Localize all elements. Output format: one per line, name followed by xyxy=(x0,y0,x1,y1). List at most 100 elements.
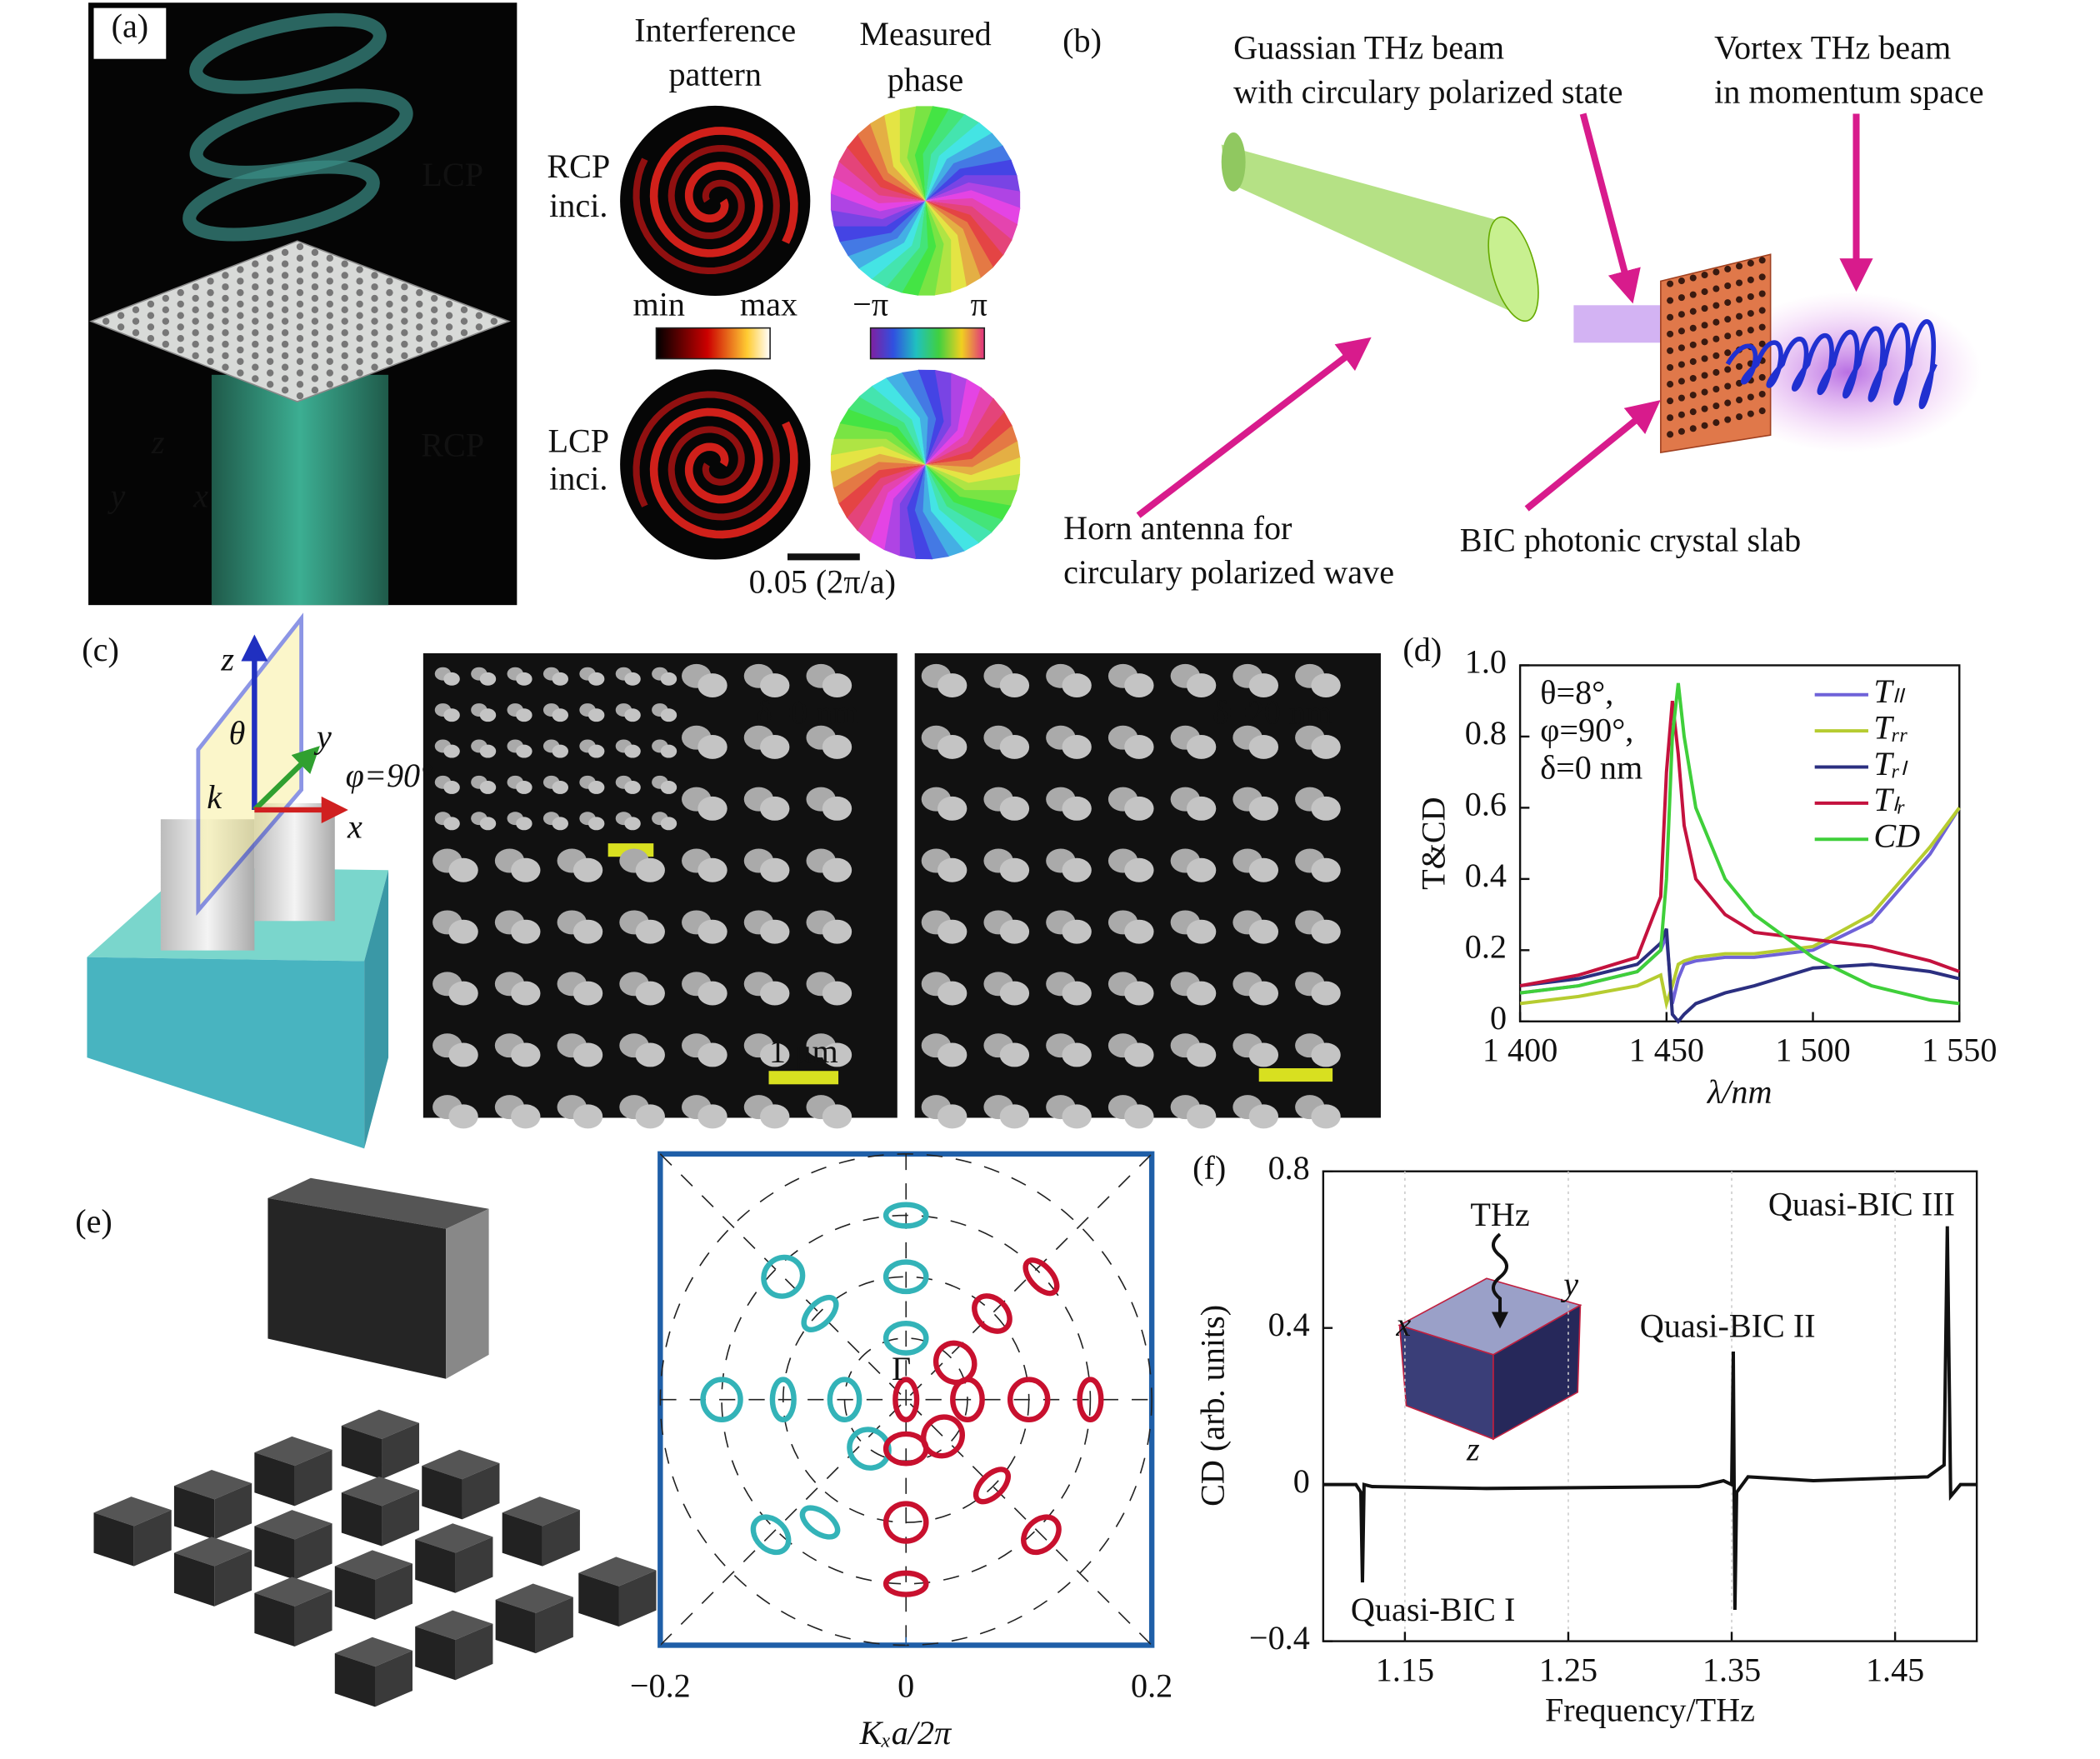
colorbar-label: π xyxy=(971,286,988,323)
slab-hole xyxy=(430,329,438,337)
slab-hole xyxy=(401,306,408,313)
slab-hole xyxy=(311,317,319,325)
phase-wedge xyxy=(925,464,979,552)
slab-hole xyxy=(267,357,274,365)
slab-hole xyxy=(192,283,199,291)
slab-hole xyxy=(192,306,199,313)
slab-hole xyxy=(1724,299,1732,307)
sem-particle xyxy=(1124,1104,1154,1129)
colorbar xyxy=(869,327,986,360)
sem-particle xyxy=(999,1042,1030,1067)
slab-hole xyxy=(356,300,363,308)
colorbar-label: −π xyxy=(852,286,888,323)
block-side xyxy=(375,1563,412,1620)
sem-particle xyxy=(588,744,605,758)
slab-hole xyxy=(445,323,453,331)
slab-hole xyxy=(386,323,393,331)
annotation: θ=8°, xyxy=(1540,674,1613,712)
substrate-front xyxy=(87,957,365,1149)
interference-spiral xyxy=(649,407,798,539)
annotation: Quasi-BIC III xyxy=(1768,1185,1955,1222)
phase-wedge xyxy=(830,192,926,219)
slab-hole xyxy=(326,357,333,365)
slab-hole xyxy=(296,392,304,400)
panel-label: (d) xyxy=(1402,631,1442,668)
x-tick-label: 1.35 xyxy=(1702,1651,1761,1688)
polarization-ellipse xyxy=(972,1293,1012,1334)
callout: circulary polarized wave xyxy=(1063,553,1394,591)
slab-hole xyxy=(356,266,363,273)
sem-particle xyxy=(635,981,665,1006)
slab-hole xyxy=(341,272,348,279)
slab-hole xyxy=(1701,271,1708,279)
slab-hole xyxy=(237,335,244,342)
panel-label: (e) xyxy=(75,1202,112,1240)
colorbar-label: max xyxy=(740,286,798,323)
slab-hole xyxy=(1667,280,1674,287)
slab-hole xyxy=(311,387,319,394)
annotation: δ=0 nm xyxy=(1540,749,1642,787)
slab-hole xyxy=(237,369,244,377)
sem-particle xyxy=(588,672,605,686)
slab-hole xyxy=(1712,386,1720,393)
slab-hole xyxy=(192,329,199,337)
colorbar-label: min xyxy=(632,286,684,323)
slab-hole xyxy=(267,323,274,331)
slab-hole xyxy=(356,277,363,285)
block-top xyxy=(254,1577,332,1607)
slab-hole xyxy=(1678,377,1685,385)
slab-hole xyxy=(281,329,289,337)
phase-wedge xyxy=(839,200,926,257)
slab-hole xyxy=(222,272,229,279)
slab-hole xyxy=(1678,327,1685,335)
data-line xyxy=(1519,700,1960,988)
sem-particle xyxy=(1248,734,1279,759)
slab-hole xyxy=(177,300,184,308)
slab-hole xyxy=(267,335,274,342)
polarization-ellipse xyxy=(827,1377,862,1422)
x-axis-label: Kₓa/2π xyxy=(859,1714,953,1752)
slab-hole xyxy=(1689,425,1697,432)
slab-hole xyxy=(237,312,244,319)
x-tick-label: 0 xyxy=(898,1667,914,1705)
block-top xyxy=(93,1497,172,1527)
block-front xyxy=(268,1197,447,1379)
slab-hole xyxy=(311,306,319,313)
slab-hole xyxy=(1689,307,1697,315)
slab-hole xyxy=(326,346,333,354)
slab-hole xyxy=(132,317,140,325)
slab-hole xyxy=(401,340,408,348)
incidence-plane xyxy=(196,612,304,916)
y-tick-label: 0 xyxy=(1293,1462,1310,1500)
sem-particle xyxy=(516,672,532,686)
slab-hole xyxy=(1758,390,1766,397)
slab-hole xyxy=(311,283,319,291)
phase-wedge xyxy=(848,396,926,465)
horn xyxy=(1221,144,1528,319)
slab-hole xyxy=(296,369,304,377)
slab-hole xyxy=(356,312,363,319)
slab-hole xyxy=(267,369,274,377)
phase-wedge xyxy=(925,114,980,201)
sem-particle xyxy=(1311,919,1341,944)
beam xyxy=(211,374,389,606)
block-side xyxy=(214,1550,252,1607)
polarization-ellipse xyxy=(769,1377,797,1422)
block-front xyxy=(415,1539,456,1593)
block-top xyxy=(502,1497,580,1527)
slab-hole xyxy=(341,329,348,337)
phase-wedge xyxy=(925,200,952,296)
sem-particle xyxy=(660,744,678,758)
block-side xyxy=(375,1650,412,1707)
slab-hole xyxy=(237,323,244,331)
slab-hole xyxy=(1667,414,1674,422)
block-side xyxy=(455,1623,493,1681)
slab-hole xyxy=(326,266,333,273)
sem-particle xyxy=(660,672,678,686)
slab-hole xyxy=(1701,372,1708,379)
phase-wedge xyxy=(925,464,1018,507)
slab-hole xyxy=(1724,316,1732,323)
slab-hole xyxy=(311,294,319,302)
sem-particle xyxy=(1062,919,1092,944)
inset-label: z xyxy=(1466,1430,1480,1467)
